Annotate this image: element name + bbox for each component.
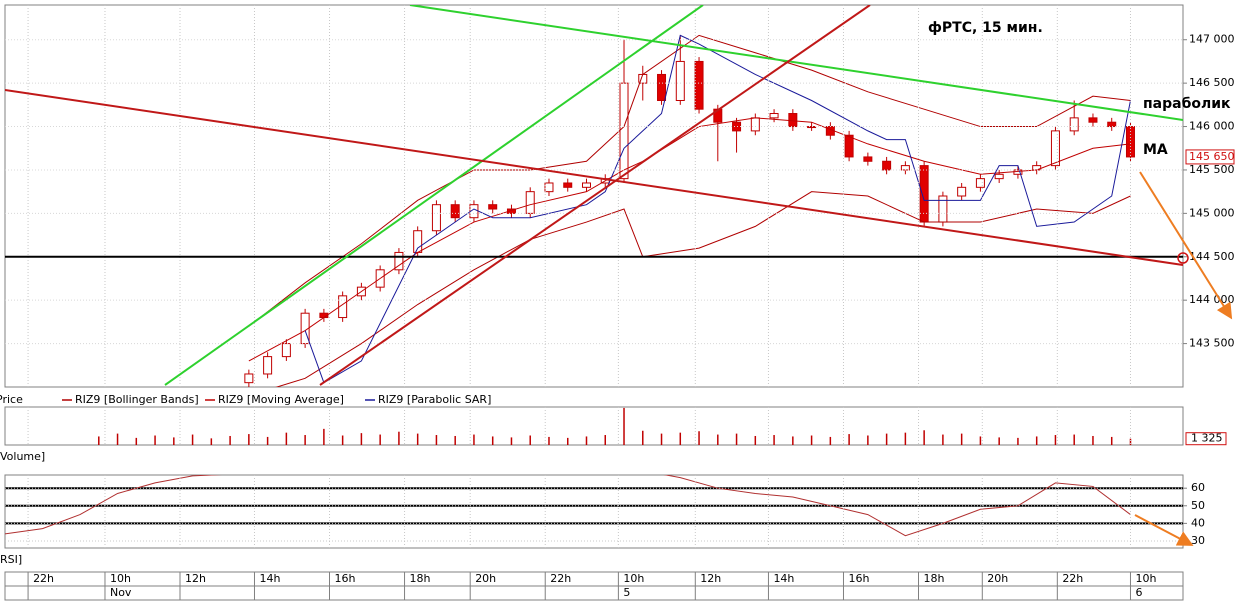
candle-body bbox=[657, 73, 667, 101]
x-tick-label: 22h bbox=[550, 572, 571, 585]
x-tick-label: 10h bbox=[1135, 572, 1156, 585]
candle-body bbox=[957, 186, 967, 197]
forecast-arrow bbox=[1134, 514, 1194, 546]
y-tick-label: 144 500 bbox=[1189, 250, 1235, 263]
x-tick-label: 20h bbox=[475, 572, 496, 585]
y-tick-label: 144 000 bbox=[1189, 293, 1235, 306]
x-tick-label: 10h bbox=[110, 572, 131, 585]
indicator-line bbox=[304, 34, 1131, 384]
candle-body bbox=[844, 134, 854, 158]
plot-layer: 22h 10h 12h 14h 16h 18h 20h 22h 10h 12h 14h 16h 18h 2… bbox=[0, 5, 1235, 600]
y-tick-label: 146 500 bbox=[1189, 76, 1235, 89]
trend-lines bbox=[5, 5, 1183, 386]
last-price-label: 145 650 bbox=[1189, 150, 1235, 163]
y-tick-label: 145 000 bbox=[1189, 206, 1235, 219]
volume-panel bbox=[4, 406, 1184, 446]
candle-body bbox=[769, 113, 779, 119]
trend-line bbox=[409, 5, 1183, 121]
date-label: 5 bbox=[623, 586, 630, 599]
x-tick-label: 20h bbox=[987, 572, 1008, 585]
last-price-box bbox=[1185, 149, 1235, 165]
x-tick-label: 12h bbox=[700, 572, 721, 585]
candle-body bbox=[281, 343, 291, 358]
x-tick-label: 16h bbox=[848, 572, 869, 585]
candle-body bbox=[975, 178, 985, 188]
rsi-tick-label: 30 bbox=[1191, 534, 1205, 547]
trend-line bbox=[319, 5, 871, 386]
candle-body bbox=[994, 173, 1004, 180]
panel-label: RSI] bbox=[0, 553, 22, 566]
annotation: MA bbox=[1143, 142, 1168, 158]
alert-marker bbox=[1177, 252, 1189, 264]
candle-body bbox=[863, 156, 873, 162]
candle-body bbox=[544, 182, 554, 193]
date-label: Nov bbox=[110, 586, 132, 599]
candle-body bbox=[1107, 121, 1117, 128]
candle-body bbox=[244, 373, 254, 384]
date-label: 6 bbox=[1135, 586, 1142, 599]
trend-line bbox=[164, 5, 704, 386]
volume-last-box bbox=[1185, 432, 1227, 446]
forecast-arrow bbox=[1139, 171, 1233, 320]
legend-label: RIZ9 [Parabolic SAR] bbox=[378, 393, 491, 406]
candle-body bbox=[263, 356, 273, 375]
rsi-line bbox=[5, 475, 1131, 537]
y-tick-label: 146 000 bbox=[1189, 120, 1235, 133]
trend-line bbox=[5, 89, 1183, 266]
candle-body bbox=[694, 60, 704, 110]
x-tick-label: 14h bbox=[773, 572, 794, 585]
candle-body bbox=[431, 204, 441, 232]
legend-label: RIZ9 [Bollinger Bands] bbox=[75, 393, 199, 406]
x-tick-label: 12h bbox=[185, 572, 206, 585]
panel-label: Volume] bbox=[0, 450, 45, 463]
x-tick-label: 18h bbox=[410, 572, 431, 585]
y-tick-label: 145 500 bbox=[1189, 163, 1235, 176]
bollinger-lower bbox=[275, 191, 1131, 387]
x-tick-label: 18h bbox=[924, 572, 945, 585]
candle-body bbox=[1069, 117, 1079, 132]
candle-body bbox=[619, 82, 629, 180]
indicator-line bbox=[248, 117, 1131, 362]
x-tick-label: 14h bbox=[259, 572, 280, 585]
y-tick-label: 143 500 bbox=[1189, 337, 1235, 350]
candle-body bbox=[750, 117, 760, 132]
x-tick-label: 22h bbox=[1062, 572, 1083, 585]
chart-title: фРТС, 15 мин. bbox=[928, 20, 1043, 36]
candle-body bbox=[394, 251, 404, 271]
candle-body bbox=[563, 182, 573, 188]
candle-body bbox=[807, 126, 817, 129]
rsi-tick-label: 50 bbox=[1191, 499, 1205, 512]
candle-body bbox=[900, 165, 910, 171]
candle-body bbox=[525, 191, 535, 214]
candle-body bbox=[675, 60, 685, 101]
candle-body bbox=[882, 160, 892, 171]
candle-body bbox=[581, 182, 591, 188]
y-tick-label: 147 000 bbox=[1189, 33, 1235, 46]
volume-last-label: 1 325 bbox=[1191, 432, 1223, 445]
candle-body bbox=[450, 204, 460, 219]
rsi-tick-label: 40 bbox=[1191, 516, 1205, 529]
candle-body bbox=[1050, 130, 1060, 167]
volume-plot bbox=[98, 407, 1132, 445]
candle-body bbox=[788, 113, 798, 128]
rsi-panel bbox=[4, 474, 1184, 549]
x-tick-label: 10h bbox=[623, 572, 644, 585]
x-tick-label: 16h bbox=[335, 572, 356, 585]
legend-label: Price bbox=[0, 393, 23, 406]
candle-body bbox=[1088, 117, 1098, 123]
legend-label: RIZ9 [Moving Average] bbox=[218, 393, 344, 406]
candle-body bbox=[488, 204, 498, 210]
annotation: параболик bbox=[1143, 96, 1231, 112]
rsi-tick-label: 60 bbox=[1191, 481, 1205, 494]
x-tick-label: 22h bbox=[33, 572, 54, 585]
candle-body bbox=[732, 121, 742, 132]
